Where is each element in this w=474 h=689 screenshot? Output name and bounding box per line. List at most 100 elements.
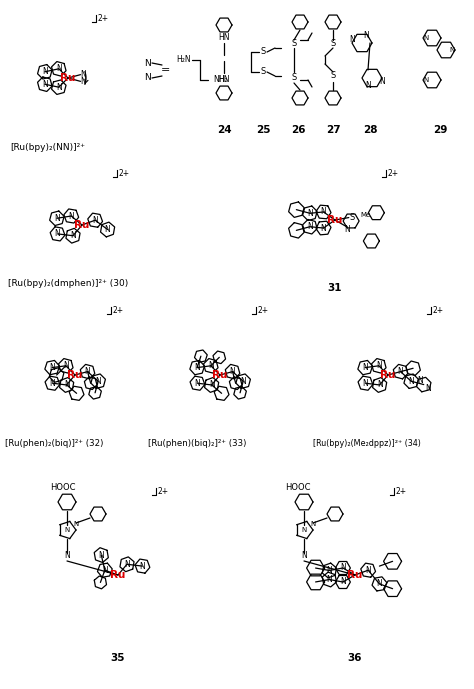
Text: Me: Me [361, 212, 371, 218]
Text: N: N [64, 527, 70, 533]
Text: N: N [92, 216, 98, 225]
Text: N: N [54, 214, 60, 223]
Text: 26: 26 [291, 125, 305, 135]
Text: 35: 35 [111, 653, 125, 663]
Text: N: N [365, 566, 371, 575]
Text: 2+: 2+ [119, 169, 130, 178]
Text: 36: 36 [348, 653, 362, 663]
Text: N: N [64, 380, 70, 389]
Text: N: N [340, 564, 346, 573]
Text: N: N [417, 376, 423, 385]
Text: N: N [363, 379, 368, 388]
Text: N: N [423, 77, 428, 83]
Text: HOOC: HOOC [50, 484, 75, 493]
Text: N: N [68, 212, 74, 220]
Text: 2+: 2+ [98, 14, 109, 23]
Text: N: N [49, 363, 55, 372]
Text: N: N [408, 377, 414, 386]
Text: S: S [292, 39, 297, 48]
Text: NH₂: NH₂ [213, 76, 228, 85]
Text: Ru: Ru [380, 370, 396, 380]
Text: N: N [95, 377, 101, 386]
Text: N: N [307, 223, 313, 232]
Text: [Ru(bpy)₂(Me₂dppz)]²⁺ (34): [Ru(bpy)₂(Me₂dppz)]²⁺ (34) [313, 438, 421, 447]
Text: N: N [320, 223, 327, 232]
Text: N: N [194, 363, 200, 372]
Text: N: N [379, 77, 385, 87]
Text: N: N [208, 361, 214, 370]
Text: N: N [81, 77, 86, 86]
Text: S: S [260, 48, 265, 56]
Text: 2+: 2+ [113, 306, 124, 315]
Text: Ru: Ru [74, 220, 90, 230]
Text: N: N [377, 380, 383, 389]
Text: N: N [63, 361, 69, 370]
Text: 27: 27 [326, 125, 340, 135]
Text: 2+: 2+ [158, 487, 169, 496]
Text: [Ru(phen)₂(biq)]²⁺ (32): [Ru(phen)₂(biq)]²⁺ (32) [5, 438, 103, 447]
Text: N: N [320, 207, 327, 216]
Text: N: N [145, 74, 151, 83]
Text: N: N [56, 83, 62, 92]
Text: S: S [349, 213, 355, 222]
Text: N: N [327, 566, 332, 575]
Text: N: N [349, 34, 355, 43]
Text: N: N [145, 59, 151, 68]
Text: HOOC: HOOC [285, 484, 310, 493]
Text: 2+: 2+ [258, 306, 269, 315]
Text: H₂N: H₂N [176, 56, 191, 65]
Text: N: N [240, 377, 246, 386]
Text: 29: 29 [433, 125, 447, 135]
Text: N: N [102, 566, 108, 575]
Text: N: N [363, 30, 369, 39]
Text: N: N [425, 384, 430, 393]
Text: Ru: Ru [60, 73, 76, 83]
Text: N: N [124, 559, 130, 569]
Text: 24: 24 [217, 125, 231, 135]
Text: 25: 25 [256, 125, 270, 135]
Text: N: N [56, 64, 62, 73]
Text: =: = [161, 65, 171, 75]
Text: Ru: Ru [212, 370, 228, 380]
Text: [Ru(phen)(biq)₂]²⁺ (33): [Ru(phen)(biq)₂]²⁺ (33) [148, 438, 246, 447]
Text: N: N [376, 361, 382, 370]
Text: 2+: 2+ [388, 169, 399, 178]
Text: [Ru(bpy)₂(dmphen)]²⁺ (30): [Ru(bpy)₂(dmphen)]²⁺ (30) [8, 280, 128, 289]
Text: N: N [423, 35, 428, 41]
Text: N: N [327, 575, 332, 584]
Text: N: N [344, 225, 350, 234]
Text: N: N [70, 232, 76, 240]
Text: N: N [301, 551, 307, 559]
Text: 2+: 2+ [433, 306, 444, 315]
Text: S: S [330, 72, 336, 81]
Text: N: N [449, 47, 455, 53]
Text: N: N [105, 225, 110, 234]
Text: S: S [260, 68, 265, 76]
Text: N: N [50, 379, 55, 388]
Text: N: N [230, 367, 236, 376]
Text: N: N [42, 68, 48, 76]
Text: N: N [365, 81, 371, 90]
Text: Ru: Ru [67, 370, 82, 380]
Text: 31: 31 [328, 283, 342, 293]
Text: Ru: Ru [110, 570, 126, 580]
Text: N: N [73, 521, 79, 527]
Text: HN: HN [218, 34, 230, 43]
Text: N: N [139, 562, 146, 570]
Text: N: N [340, 577, 346, 586]
Text: N: N [376, 579, 383, 588]
Text: Ru: Ru [347, 570, 363, 580]
Text: N: N [55, 229, 61, 238]
Text: Ru: Ru [328, 215, 343, 225]
Text: 28: 28 [363, 125, 377, 135]
Text: S: S [330, 39, 336, 48]
Text: N: N [85, 367, 91, 376]
Text: 2+: 2+ [396, 487, 407, 496]
Text: N: N [64, 551, 70, 559]
Text: N: N [42, 80, 48, 89]
Text: N: N [307, 209, 313, 218]
Text: N: N [362, 363, 368, 372]
Text: N: N [81, 70, 86, 79]
Text: [Ru(bpy)₂(NN)]²⁺: [Ru(bpy)₂(NN)]²⁺ [10, 143, 85, 152]
Text: N: N [398, 367, 403, 376]
